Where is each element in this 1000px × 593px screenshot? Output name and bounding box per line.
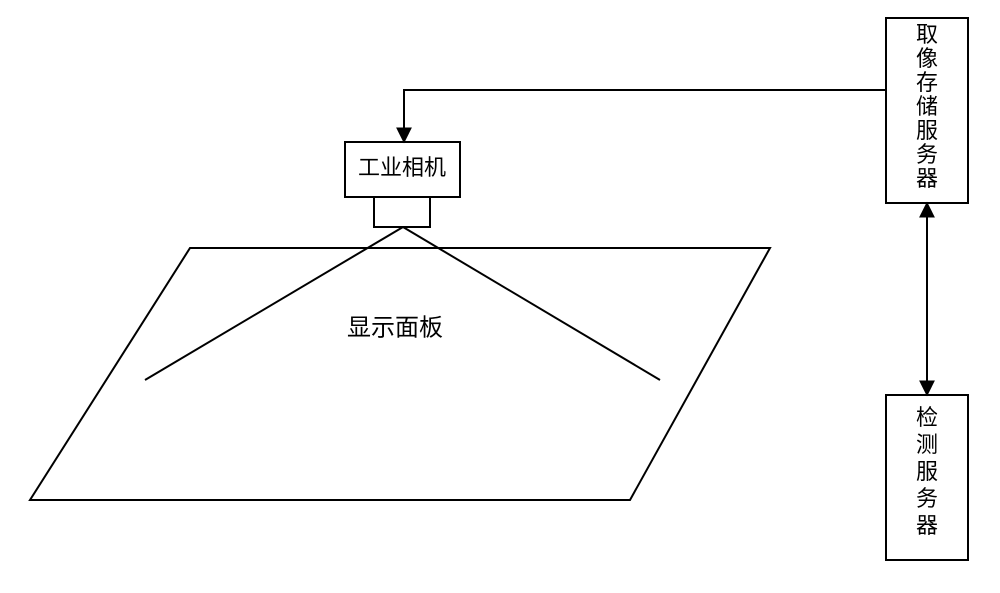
fov-line-right [403, 227, 660, 380]
fov-line-left [145, 227, 403, 380]
camera-lens [374, 197, 430, 227]
detect-server-label-0: 检 [916, 405, 938, 430]
detect-server-label-3: 务 [916, 486, 938, 511]
diagram-canvas: 显示面板 工业相机 取 像 存 储 服 务 器 检 测 服 务 器 [0, 0, 1000, 593]
industrial-camera-label: 工业相机 [358, 155, 446, 180]
storage-server-label-2: 存 [916, 70, 938, 95]
storage-server-label-0: 取 [916, 22, 938, 47]
detect-server-label-4: 器 [916, 513, 938, 538]
storage-server-label-6: 器 [916, 166, 938, 191]
storage-server-label-5: 务 [916, 142, 938, 167]
storage-server-label-1: 像 [916, 46, 938, 71]
storage-server-label-4: 服 [916, 118, 938, 143]
storage-server-label-3: 储 [916, 94, 938, 119]
detect-server-label-1: 测 [916, 432, 938, 457]
edge-storage-to-camera [404, 90, 886, 142]
detect-server-label-2: 服 [916, 459, 938, 484]
display-panel-label: 显示面板 [347, 315, 443, 342]
display-panel [30, 248, 770, 500]
